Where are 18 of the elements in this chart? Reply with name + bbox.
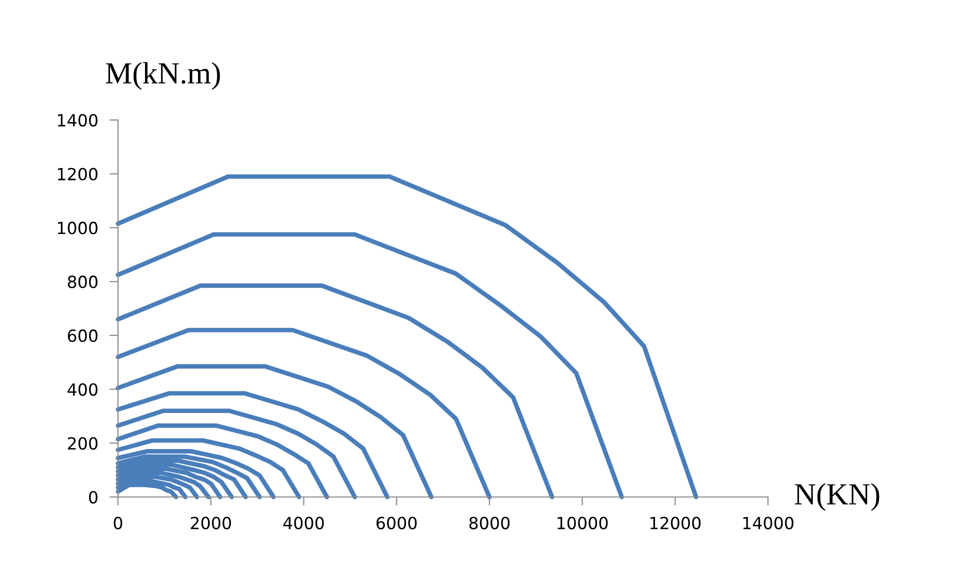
x-axis-title: N(KN) <box>794 483 880 511</box>
x-tick-label: 10000 <box>558 516 608 530</box>
y-tick-label: 400 <box>68 383 98 396</box>
x-tick-label: 12000 <box>650 516 701 530</box>
x-tick-label: 8000 <box>469 516 510 530</box>
y-tick-label: 200 <box>68 437 98 450</box>
x-tick-label: 14000 <box>743 516 794 530</box>
y-tick-label: 1000 <box>58 222 98 234</box>
y-tick-label: 1200 <box>58 168 98 180</box>
y-tick-label: 600 <box>68 329 98 342</box>
x-tick-label: 2000 <box>190 516 231 530</box>
y-tick-label: 1400 <box>58 114 98 127</box>
x-tick-label: 0 <box>114 516 122 530</box>
y-tick-label: 800 <box>68 276 98 288</box>
y-axis-title: M(kN.m) <box>106 62 220 90</box>
x-tick-label: 4000 <box>283 516 324 530</box>
y-tick-label: 0 <box>89 490 98 504</box>
x-tick-label: 6000 <box>376 516 417 530</box>
